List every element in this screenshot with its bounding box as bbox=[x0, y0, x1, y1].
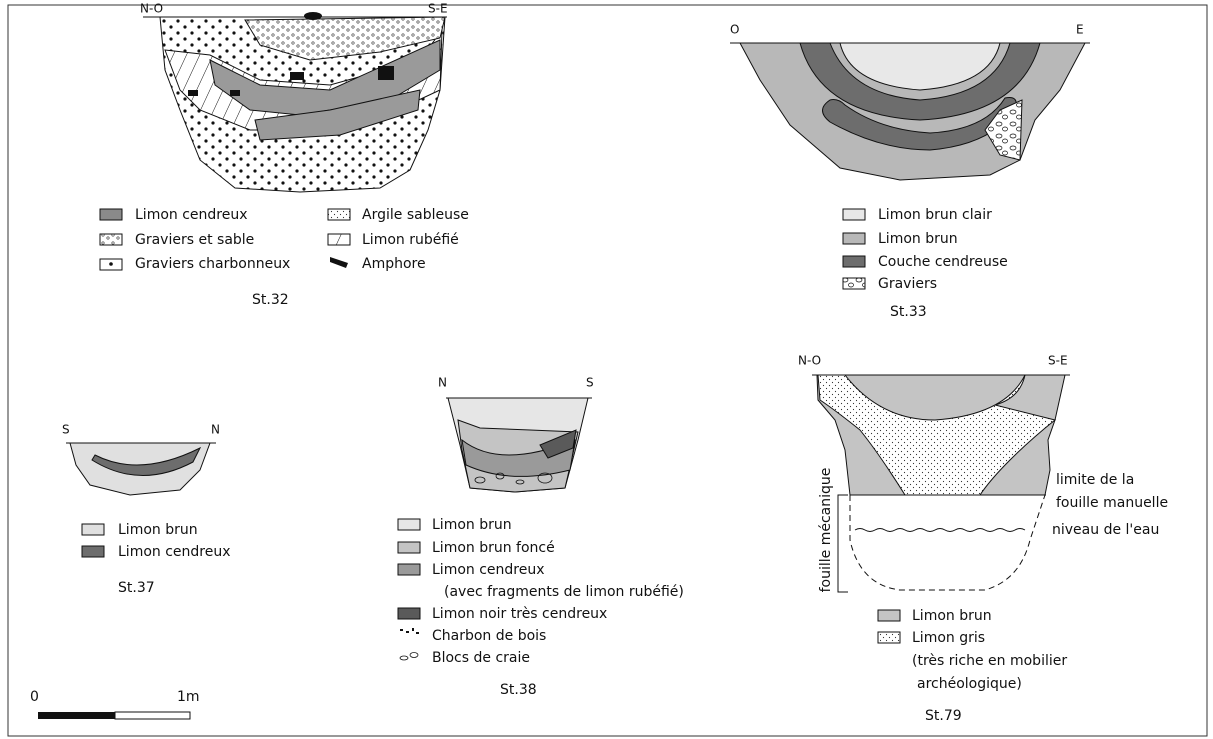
legend-note: archéologique) bbox=[917, 676, 1022, 692]
annotation: fouille mécanique bbox=[818, 468, 834, 593]
orientation: N-O bbox=[798, 354, 821, 368]
orientation: S bbox=[62, 423, 70, 437]
orientation: E bbox=[1076, 23, 1084, 37]
legend-label: Graviers bbox=[878, 276, 937, 292]
section-st38 bbox=[446, 398, 592, 492]
orientation: N bbox=[438, 376, 447, 390]
orientation: S-E bbox=[1048, 354, 1068, 368]
section-st33 bbox=[730, 43, 1090, 180]
legend-label: Limon cendreux bbox=[118, 544, 231, 560]
legend-swatch bbox=[82, 546, 104, 557]
orientation: N bbox=[211, 423, 220, 437]
legend-swatches bbox=[843, 209, 865, 289]
figure-label: St.79 bbox=[925, 708, 962, 724]
legend-label: Limon noir très cendreux bbox=[432, 606, 607, 622]
figure-label: St.38 bbox=[500, 682, 537, 698]
orientation: S-E bbox=[428, 2, 448, 16]
legend-label: Graviers et sable bbox=[135, 232, 254, 248]
legend-label: Graviers charbonneux bbox=[135, 256, 290, 272]
orientation: N-O bbox=[140, 2, 163, 16]
legend-note: (très riche en mobilier bbox=[912, 653, 1067, 669]
legend-swatch bbox=[878, 632, 900, 643]
legend-label: Amphore bbox=[362, 256, 426, 272]
legend-label: Limon cendreux bbox=[135, 207, 248, 223]
legend-label: Limon brun clair bbox=[878, 207, 992, 223]
legend-label: Limon brun bbox=[878, 231, 958, 247]
section-st32 bbox=[143, 12, 447, 192]
scale-label: 1m bbox=[177, 689, 200, 705]
legend-swatches bbox=[398, 519, 420, 660]
annotation: niveau de l'eau bbox=[1052, 522, 1159, 538]
figure-label: St.33 bbox=[890, 304, 927, 320]
scale-bar bbox=[38, 712, 190, 719]
scale-label: 0 bbox=[30, 689, 39, 705]
legend-label: Charbon de bois bbox=[432, 628, 546, 644]
section-st37 bbox=[66, 443, 216, 495]
annotation: fouille manuelle bbox=[1056, 495, 1168, 511]
legend-label: Couche cendreuse bbox=[878, 254, 1008, 270]
figure-label: St.32 bbox=[252, 292, 289, 308]
legend-label: Limon rubéfié bbox=[362, 232, 459, 248]
legend-label: Blocs de craie bbox=[432, 650, 530, 666]
annotation: limite de la bbox=[1056, 472, 1134, 488]
figure-label: St.37 bbox=[118, 580, 155, 596]
orientation: S bbox=[586, 376, 594, 390]
legend-label: Argile sableuse bbox=[362, 207, 469, 223]
legend-swatch bbox=[878, 610, 900, 621]
legend-swatch bbox=[82, 524, 104, 535]
section-st79 bbox=[812, 375, 1070, 592]
legend-label: Limon gris bbox=[912, 630, 985, 646]
legend-label: Limon brun bbox=[432, 517, 512, 533]
legend-label: Limon brun bbox=[912, 608, 992, 624]
legend-note: (avec fragments de limon rubéfié) bbox=[444, 584, 684, 600]
legend-label: Limon brun foncé bbox=[432, 540, 555, 556]
figure-plate: N-O S-E Limon cendreux Graviers et sable… bbox=[0, 0, 1213, 739]
orientation: O bbox=[730, 23, 739, 37]
legend-label: Limon cendreux bbox=[432, 562, 545, 578]
legend-label: Limon brun bbox=[118, 522, 198, 538]
